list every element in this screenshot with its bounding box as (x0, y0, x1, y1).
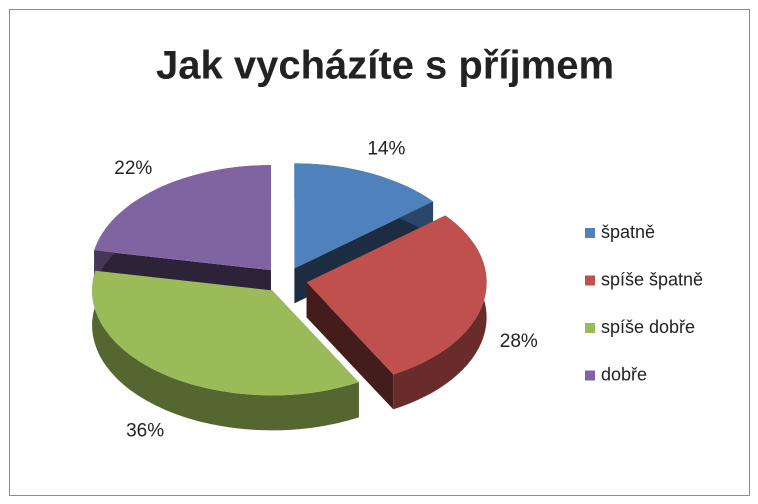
legend-swatch (585, 323, 595, 333)
pie-tops (92, 163, 487, 396)
data-label: 36% (126, 421, 164, 442)
slice (306, 215, 487, 375)
slice-side (92, 270, 359, 431)
legend-label: dobře (601, 364, 647, 384)
legend-swatch (585, 275, 595, 286)
slice (94, 165, 271, 271)
chart-title: Jak vycházíte s příjmem (156, 44, 614, 88)
data-label: 14% (367, 139, 405, 160)
slice (294, 163, 434, 269)
legend-label: spíše dobře (601, 317, 695, 337)
data-label: 22% (114, 158, 152, 179)
legend-label: špatně (601, 222, 655, 242)
legend-swatch (585, 228, 595, 238)
legend-swatch (585, 370, 595, 381)
data-label: 28% (500, 331, 538, 352)
slice-wall (306, 282, 394, 410)
legend-label: spíše špatně (601, 269, 703, 289)
slice (92, 270, 359, 396)
